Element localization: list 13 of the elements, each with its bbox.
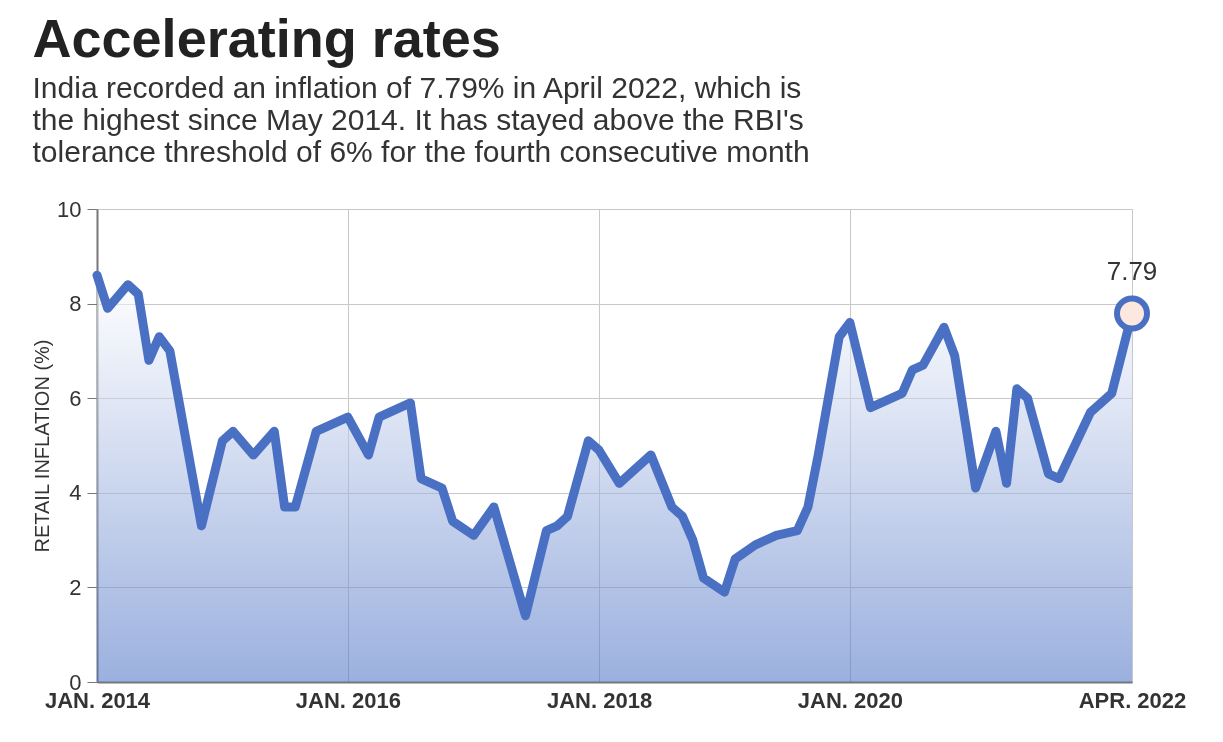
y-axis-title: RETAIL INFLATION (%): [31, 339, 54, 553]
y-tick-label: 2: [69, 574, 82, 600]
chart-subtitle: India recorded an inflation of 7.79% in April 2022, which is the highest since May 2014. It has stayed above the RBI's tolerance threshold of 6% for the fourth consecutive month: [32, 71, 810, 168]
y-tick-label: 6: [69, 385, 82, 411]
x-tick-label: JAN. 2016: [295, 687, 401, 713]
annotation: 7.79: [1106, 255, 1158, 286]
x-tick-label: JAN. 2018: [546, 687, 653, 713]
x-tick-label: JAN. 2020: [797, 687, 903, 713]
y-tick-label: 10: [57, 196, 82, 222]
y-tick-label: 8: [69, 291, 82, 317]
chart-title: Accelerating rates: [32, 8, 501, 68]
y-tick-label: 4: [69, 480, 82, 506]
x-tick-label: APR. 2022: [1078, 687, 1187, 713]
